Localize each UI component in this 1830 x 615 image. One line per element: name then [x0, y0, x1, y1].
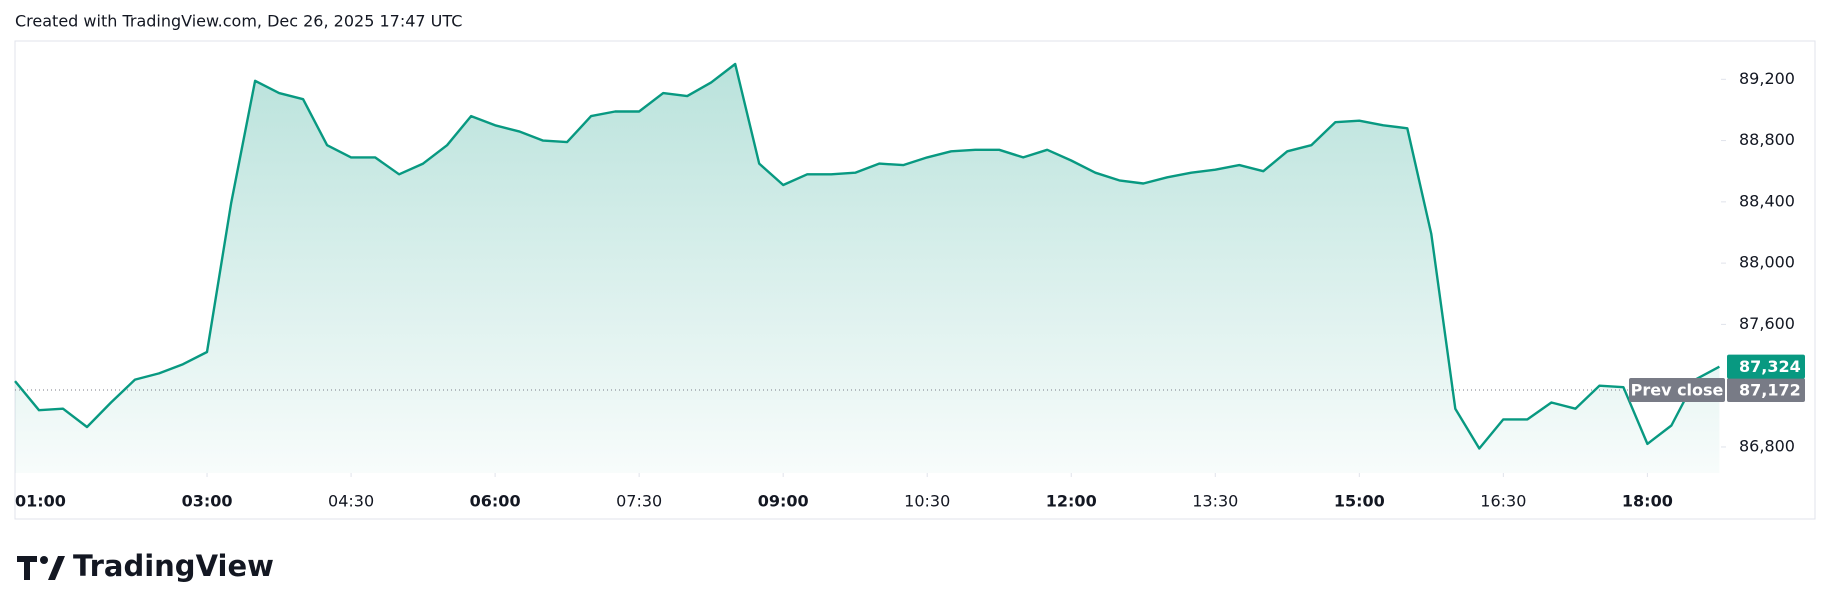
x-tick-label: 09:00: [758, 492, 809, 511]
price-line: [14, 62, 1720, 450]
y-tick-label: 87,600: [1739, 314, 1795, 333]
x-tick-label: 06:00: [470, 492, 521, 511]
chart-frame: [14, 40, 1816, 520]
y-tick-label: 88,400: [1739, 191, 1795, 210]
x-tick-label: 01:00: [15, 492, 66, 511]
prev-close-label: Prev close: [1631, 380, 1724, 399]
y-tick-label: 86,800: [1739, 436, 1795, 455]
x-tick-label: 12:00: [1046, 492, 1097, 511]
y-tick-label: 89,200: [1739, 69, 1795, 88]
area-fill: [15, 64, 1720, 473]
last-value-tag: [1727, 354, 1805, 379]
prev-close-value-tag: [1727, 377, 1805, 402]
brand-logo: [17, 556, 65, 580]
prev-close-tag: [1629, 377, 1725, 402]
created-note: Created with TradingView.com, Dec 26, 20…: [15, 12, 462, 31]
last-value-label: 87,324: [1739, 357, 1801, 376]
x-tick-label: 18:00: [1622, 492, 1673, 511]
y-tick-label: 88,800: [1739, 130, 1795, 149]
x-tick-label: 15:00: [1334, 492, 1385, 511]
prev-close-value: 87,172: [1739, 380, 1801, 399]
x-tick-label: 16:30: [1480, 492, 1526, 511]
y-tick-label: 88,000: [1739, 253, 1795, 272]
x-tick-label: 10:30: [904, 492, 950, 511]
brand-name: TradingView: [73, 549, 274, 583]
x-tick-label: 04:30: [328, 492, 374, 511]
x-tick-label: 03:00: [182, 492, 233, 511]
x-tick-label: 13:30: [1192, 492, 1238, 511]
x-tick-label: 07:30: [616, 492, 662, 511]
